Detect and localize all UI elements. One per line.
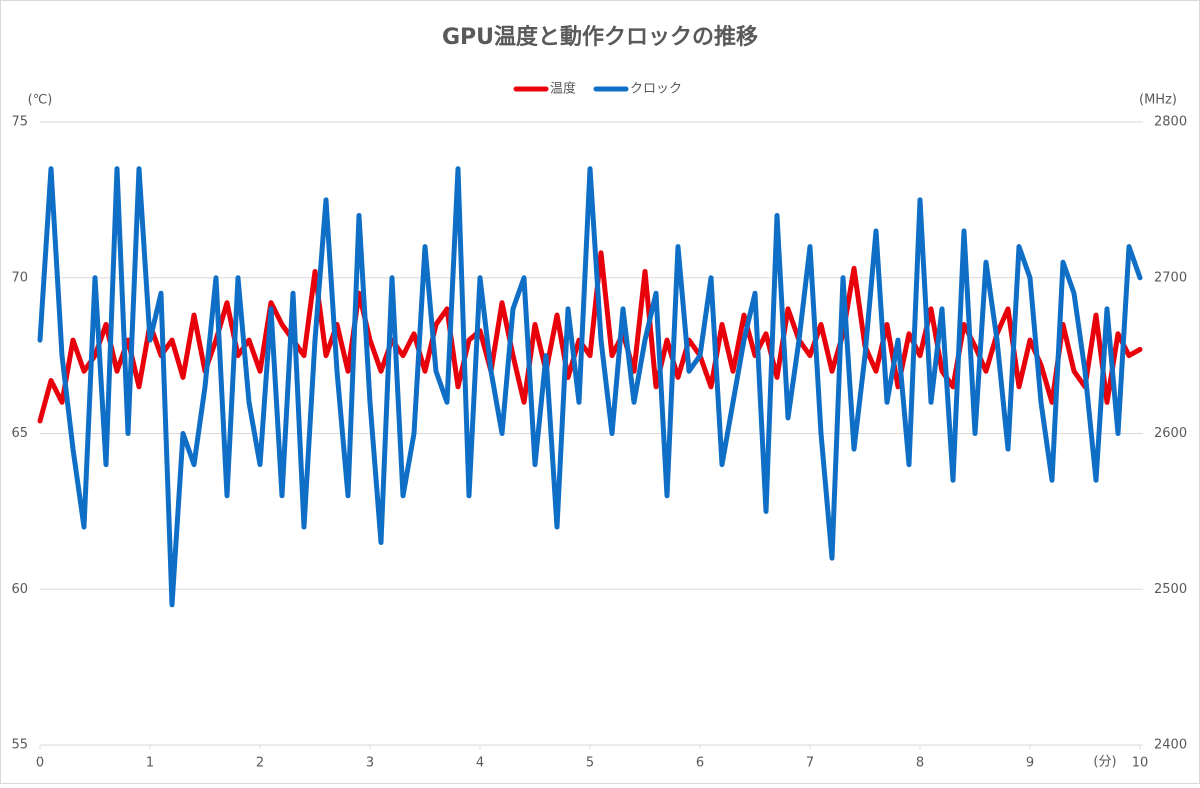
y-tick-label: 75 bbox=[11, 115, 28, 130]
y2-tick-label: 2600 bbox=[1154, 426, 1187, 441]
legend: 温度 クロック bbox=[513, 81, 682, 97]
y-tick-label: 55 bbox=[11, 738, 28, 753]
y-axis-label: (℃) bbox=[28, 93, 53, 108]
y2-tick-label: 2800 bbox=[1154, 115, 1187, 130]
y2-tick-label: 2400 bbox=[1154, 738, 1187, 753]
x-tick-label: 5 bbox=[586, 756, 594, 771]
x-tick-label: 6 bbox=[696, 756, 704, 771]
x-tick-label: 3 bbox=[366, 756, 374, 771]
y2-tick-label: 2700 bbox=[1154, 270, 1187, 285]
y2-axis-label: (MHz) bbox=[1139, 93, 1177, 108]
x-tick-label: 2 bbox=[256, 756, 264, 771]
x-tick-label: 0 bbox=[36, 756, 44, 771]
x-axis-label: (分) bbox=[1093, 755, 1116, 770]
plot bbox=[37, 166, 1143, 608]
x-tick-label: 4 bbox=[476, 756, 484, 771]
x-tick-label: 10 bbox=[1132, 756, 1149, 771]
y-tick-label: 65 bbox=[11, 426, 28, 441]
y2-tick-label: 2500 bbox=[1154, 582, 1187, 597]
series-line bbox=[37, 166, 1143, 608]
legend-label: 温度 bbox=[550, 81, 576, 97]
x-tick-label: 1 bbox=[146, 756, 154, 771]
y-tick-label: 60 bbox=[11, 582, 28, 597]
x-tick-label: 7 bbox=[806, 756, 814, 771]
x-tick-label: 8 bbox=[916, 756, 924, 771]
x-tick-label: 9 bbox=[1026, 756, 1034, 771]
y-tick-label: 70 bbox=[11, 270, 28, 285]
chart-title: GPU温度と動作クロックの推移 bbox=[442, 24, 758, 50]
legend-label: クロック bbox=[630, 82, 682, 97]
